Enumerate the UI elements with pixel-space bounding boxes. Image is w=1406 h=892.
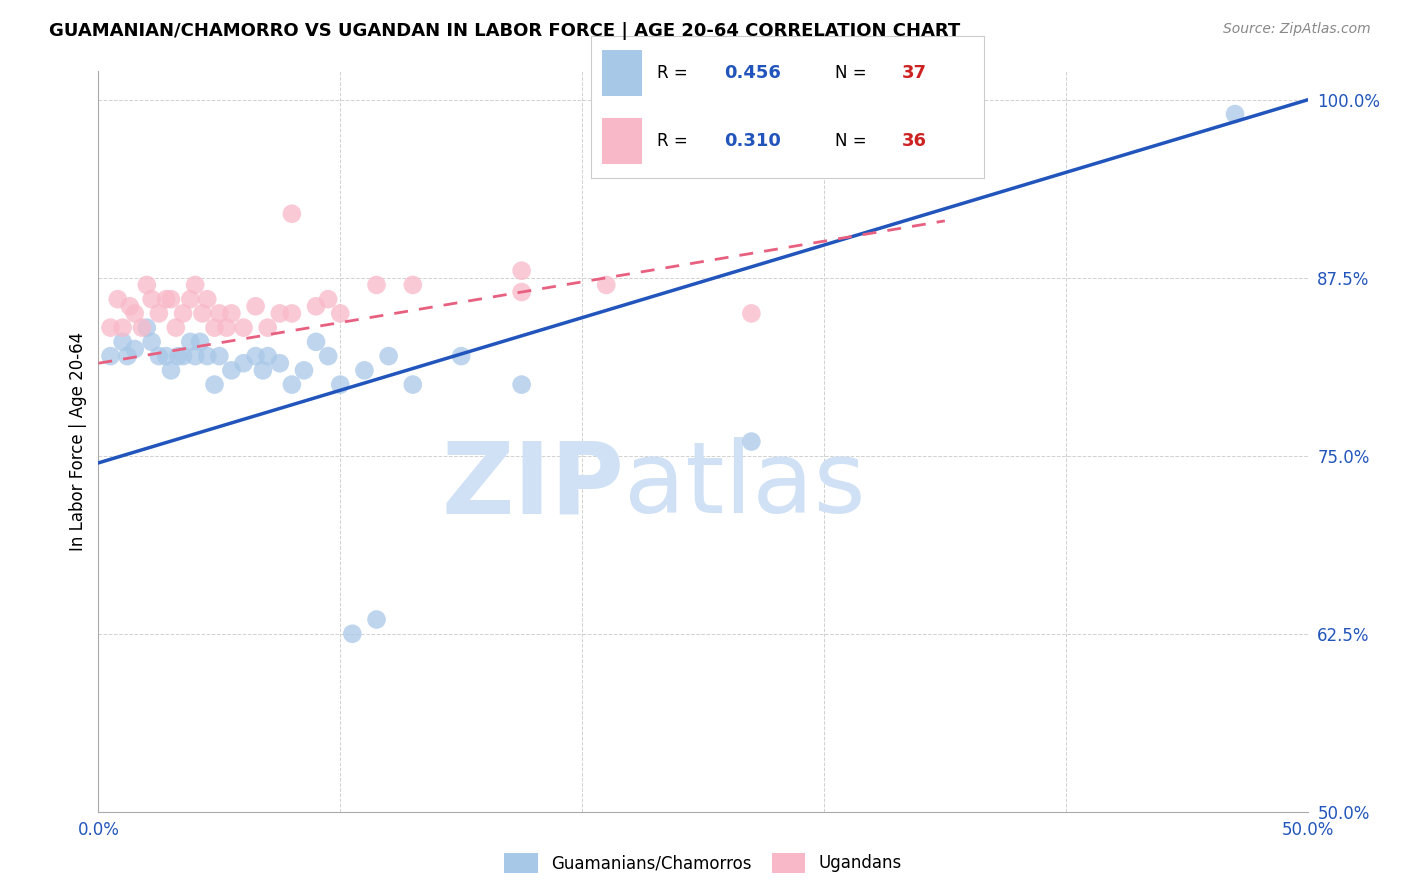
- Point: [118, 299, 141, 313]
- Point: [305, 299, 328, 313]
- Point: [353, 363, 375, 377]
- Point: [135, 320, 157, 334]
- Point: [100, 349, 122, 363]
- Text: 0.310: 0.310: [724, 132, 782, 150]
- Point: [124, 306, 146, 320]
- Point: [232, 320, 254, 334]
- Point: [366, 613, 388, 627]
- Text: N =: N =: [835, 132, 872, 150]
- Point: [155, 349, 177, 363]
- Point: [179, 334, 201, 349]
- Point: [305, 334, 328, 349]
- Point: [402, 277, 425, 292]
- Point: [204, 320, 226, 334]
- Point: [595, 277, 617, 292]
- Point: [179, 292, 201, 306]
- Point: [184, 277, 207, 292]
- Point: [740, 306, 762, 320]
- Point: [245, 299, 267, 313]
- Point: [117, 349, 139, 363]
- Point: [188, 334, 211, 349]
- Point: [510, 377, 533, 392]
- Text: R =: R =: [658, 64, 693, 82]
- Point: [155, 292, 177, 306]
- Point: [167, 349, 190, 363]
- Point: [740, 434, 762, 449]
- Point: [366, 277, 388, 292]
- Point: [281, 377, 304, 392]
- Point: [256, 349, 278, 363]
- Point: [1223, 107, 1246, 121]
- Point: [131, 320, 153, 334]
- Point: [195, 349, 218, 363]
- Point: [208, 349, 231, 363]
- Point: [281, 306, 304, 320]
- Point: [256, 320, 278, 334]
- Point: [450, 349, 472, 363]
- Text: R =: R =: [658, 132, 693, 150]
- Point: [184, 349, 207, 363]
- Point: [342, 626, 364, 640]
- Point: [377, 349, 399, 363]
- Text: atlas: atlas: [624, 437, 866, 534]
- Point: [269, 306, 291, 320]
- Point: [148, 349, 170, 363]
- Point: [107, 292, 129, 306]
- Point: [221, 363, 243, 377]
- Point: [208, 306, 231, 320]
- Point: [269, 356, 291, 370]
- Point: [510, 263, 533, 277]
- Point: [141, 334, 163, 349]
- Text: 0.456: 0.456: [724, 64, 782, 82]
- Bar: [602, 119, 641, 164]
- Point: [195, 292, 218, 306]
- Point: [165, 320, 187, 334]
- Text: N =: N =: [835, 64, 872, 82]
- Text: Source: ZipAtlas.com: Source: ZipAtlas.com: [1223, 22, 1371, 37]
- Point: [245, 349, 267, 363]
- Text: GUAMANIAN/CHAMORRO VS UGANDAN IN LABOR FORCE | AGE 20-64 CORRELATION CHART: GUAMANIAN/CHAMORRO VS UGANDAN IN LABOR F…: [49, 22, 960, 40]
- Text: 36: 36: [901, 132, 927, 150]
- Point: [292, 363, 315, 377]
- Point: [221, 306, 243, 320]
- Point: [252, 363, 274, 377]
- Y-axis label: In Labor Force | Age 20-64: In Labor Force | Age 20-64: [69, 332, 87, 551]
- Point: [124, 342, 146, 356]
- Point: [316, 292, 339, 306]
- Point: [141, 292, 163, 306]
- Point: [510, 285, 533, 299]
- Point: [402, 377, 425, 392]
- Point: [135, 277, 157, 292]
- Point: [281, 207, 304, 221]
- Point: [316, 349, 339, 363]
- Point: [100, 320, 122, 334]
- Text: ZIP: ZIP: [441, 437, 624, 534]
- Bar: [602, 50, 641, 95]
- Point: [148, 306, 170, 320]
- Point: [329, 306, 352, 320]
- Text: 37: 37: [901, 64, 927, 82]
- Point: [232, 356, 254, 370]
- Point: [329, 377, 352, 392]
- Point: [191, 306, 214, 320]
- Point: [111, 320, 134, 334]
- Point: [160, 363, 183, 377]
- Point: [204, 377, 226, 392]
- Point: [160, 292, 183, 306]
- Point: [111, 334, 134, 349]
- Point: [215, 320, 238, 334]
- Point: [172, 306, 194, 320]
- Point: [172, 349, 194, 363]
- Legend: Guamanians/Chamorros, Ugandans: Guamanians/Chamorros, Ugandans: [498, 847, 908, 880]
